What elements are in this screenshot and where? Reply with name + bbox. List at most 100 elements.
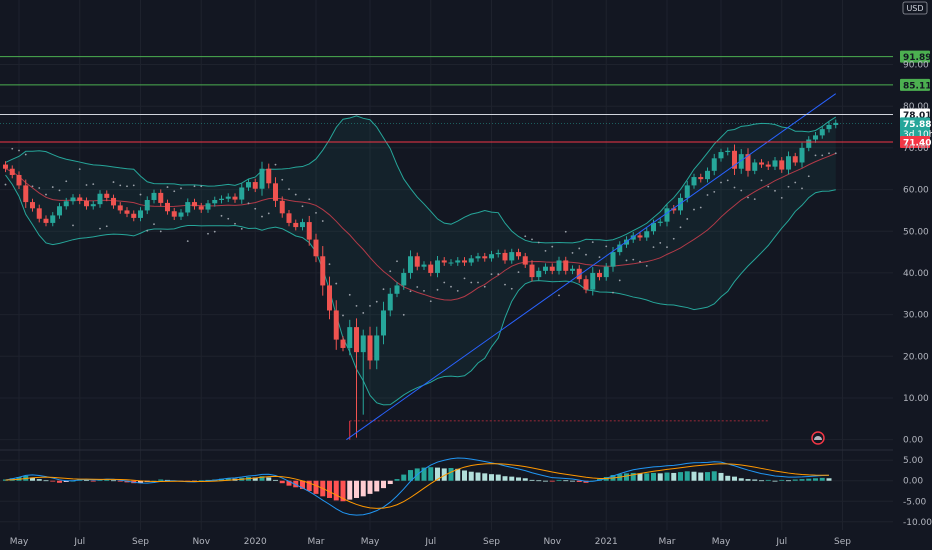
sar-dot — [240, 227, 243, 230]
macd-histogram-bar — [536, 480, 542, 482]
sar-dot — [537, 241, 540, 244]
candle-body — [597, 272, 602, 278]
candle-body — [509, 252, 515, 261]
macd-histogram-bar — [340, 480, 346, 502]
resistance-tag — [900, 50, 930, 63]
sar-dot — [767, 185, 770, 188]
candle-body — [799, 147, 805, 163]
macd-histogram-bar — [792, 479, 798, 481]
candle-body — [401, 272, 407, 286]
sar-dot — [497, 273, 500, 276]
price-axis[interactable]: 0.00 10.00 20.00 30.00 40.00 50.00 60.00 70.00 8… — [903, 61, 932, 528]
sar-dot — [720, 181, 722, 184]
sar-dot — [105, 225, 108, 228]
sar-dot — [625, 259, 628, 262]
candle-body — [293, 222, 299, 228]
candle-body — [333, 310, 339, 340]
candle-body — [225, 196, 231, 199]
candle-body — [367, 335, 373, 361]
candle-body — [300, 222, 305, 228]
candle-body — [259, 168, 265, 189]
sar-dot — [585, 253, 587, 256]
time-axis[interactable]: May Jul Sep Nov 2020 Mar May Jul Sep Nov 2021 Mar Ma… — [10, 537, 852, 547]
macd-histogram-bar — [111, 480, 116, 482]
macd-histogram-bar — [529, 479, 535, 481]
candle-body — [779, 160, 785, 170]
macd-histogram-bar — [462, 470, 467, 481]
currency-badge[interactable]: USD — [902, 1, 928, 15]
sar-dot — [605, 245, 608, 248]
sar-dot — [760, 179, 763, 182]
sar-dot — [126, 185, 128, 188]
candle-body — [57, 206, 62, 216]
sar-dot — [639, 260, 641, 263]
sar-dot — [119, 184, 122, 187]
candle-body — [246, 182, 251, 188]
candle-body — [23, 185, 29, 203]
price-tick: 60.00 — [903, 186, 929, 196]
macd-histogram-bar — [738, 478, 744, 481]
macd-histogram-bar — [752, 479, 758, 481]
sar-dot — [315, 212, 317, 214]
sar-dot — [254, 207, 257, 210]
time-tick: May — [10, 537, 29, 547]
candle-body — [219, 198, 224, 200]
macd-histogram-bar — [401, 474, 407, 481]
candle-body — [570, 268, 575, 271]
candle-body — [70, 197, 76, 202]
macd-histogram-bar — [495, 474, 501, 481]
sar-dot — [382, 288, 385, 291]
candle-body — [691, 177, 697, 186]
candle-body — [185, 202, 191, 213]
time-tick: Sep — [834, 537, 851, 547]
trend-line[interactable] — [346, 93, 837, 441]
macd-histogram-bar — [556, 479, 562, 481]
sar-dot — [58, 189, 61, 192]
price-tick: 0.00 — [903, 436, 923, 446]
earnings-marker[interactable] — [811, 431, 825, 445]
candle-body — [198, 206, 204, 210]
sar-dot — [132, 184, 135, 187]
macd-histogram-bar — [455, 468, 461, 481]
currency-label: USD — [906, 4, 923, 13]
sar-dot — [112, 181, 115, 183]
macd-histogram-bar — [509, 476, 515, 481]
candle-body — [9, 168, 15, 175]
candle-body — [104, 193, 110, 198]
sar-dot — [193, 185, 196, 188]
macd-histogram-bar — [293, 480, 299, 488]
candle-body — [441, 260, 447, 263]
candle-body — [522, 256, 528, 265]
candle-body — [549, 266, 555, 271]
candle-body — [279, 200, 285, 214]
macd-histogram-bar — [327, 480, 332, 498]
sar-dot — [173, 190, 176, 193]
price-tick: 70.00 — [903, 144, 929, 154]
sar-dot — [24, 153, 27, 156]
macd-histogram-bar — [468, 471, 474, 481]
sar-dot — [551, 245, 554, 248]
candle-body — [819, 129, 825, 136]
macd-histogram-bar — [30, 477, 35, 481]
sar-dot — [45, 193, 47, 196]
candle-body — [489, 254, 494, 259]
bollinger-fill — [5, 115, 836, 405]
sar-dot — [423, 289, 425, 292]
macd-histogram-bar — [198, 480, 204, 482]
candle-body — [327, 285, 332, 311]
price-tick: 50.00 — [903, 227, 929, 237]
macd-histogram-bar — [387, 480, 393, 485]
macd-histogram-bar — [644, 473, 650, 481]
price-tick: 40.00 — [903, 269, 929, 279]
sar-dot — [51, 186, 54, 188]
candle-body — [759, 162, 764, 165]
sar-dot — [814, 154, 817, 157]
candle-body — [786, 156, 791, 170]
sar-dot — [591, 241, 594, 243]
support-tag — [900, 136, 930, 149]
candle-body — [644, 231, 650, 238]
macd-histogram-bar — [732, 476, 737, 481]
macd-histogram-bar — [678, 472, 683, 481]
